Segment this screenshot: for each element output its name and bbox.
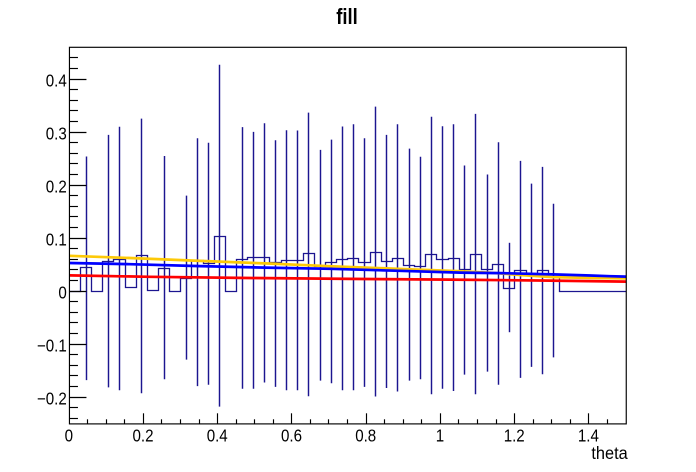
svg-text:0: 0 <box>65 427 73 446</box>
svg-text:0.6: 0.6 <box>281 427 302 446</box>
svg-text:−0.1: −0.1 <box>37 337 67 356</box>
svg-text:0.8: 0.8 <box>355 427 376 446</box>
svg-text:0.4: 0.4 <box>46 72 67 91</box>
svg-text:1.2: 1.2 <box>504 427 525 446</box>
svg-text:fill: fill <box>336 6 358 30</box>
svg-text:0: 0 <box>58 284 66 303</box>
svg-text:0.1: 0.1 <box>46 231 67 250</box>
svg-text:0.4: 0.4 <box>207 427 228 446</box>
svg-text:0.2: 0.2 <box>46 178 67 197</box>
svg-text:−0.2: −0.2 <box>37 390 67 409</box>
svg-text:0.2: 0.2 <box>132 427 153 446</box>
svg-text:1.4: 1.4 <box>578 427 599 446</box>
svg-text:1: 1 <box>436 427 444 446</box>
svg-text:0.3: 0.3 <box>46 125 67 144</box>
svg-text:theta: theta <box>591 443 628 462</box>
